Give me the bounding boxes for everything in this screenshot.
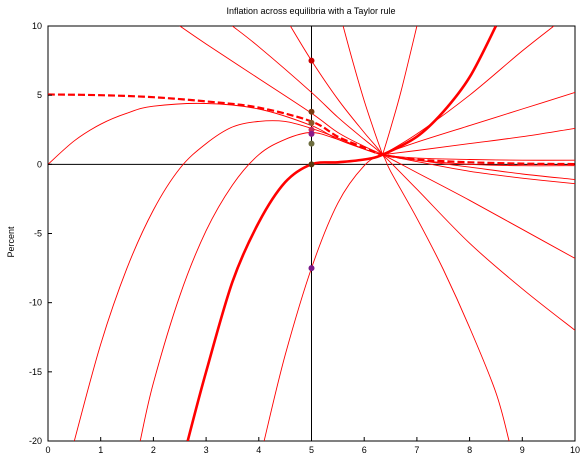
series-line-7 — [232, 26, 575, 331]
series-line-6 — [179, 26, 575, 259]
series-line-12 — [382, 127, 575, 156]
y-tick-label: 5 — [37, 90, 42, 100]
data-point-5 — [308, 140, 315, 147]
y-tick-label: -20 — [29, 436, 42, 446]
series-line-9 — [342, 26, 384, 155]
x-tick-label: 10 — [570, 445, 580, 455]
reference-lines — [48, 26, 575, 441]
y-tick-label: -5 — [34, 229, 42, 239]
data-point-7 — [308, 265, 315, 272]
x-tick-label: 8 — [467, 445, 472, 455]
x-tick-label: 2 — [151, 445, 156, 455]
x-tick-label: 4 — [256, 445, 261, 455]
y-axis: -20 -15 -10 -5 0 5 10 — [29, 21, 52, 446]
dots — [308, 57, 315, 272]
series-line-4 — [139, 132, 575, 441]
series-line-0 — [48, 93, 575, 166]
x-tick-label: 3 — [204, 445, 209, 455]
series-line-13 — [382, 154, 575, 181]
y-tick-label: 10 — [32, 21, 42, 31]
y-tick-label: -10 — [29, 298, 42, 308]
y-tick-label: 0 — [37, 159, 42, 169]
x-tick-label: 7 — [414, 445, 419, 455]
data-point-2 — [308, 119, 315, 126]
chart-title: Inflation across equilibria with a Taylo… — [227, 6, 396, 16]
x-tick-label: 6 — [362, 445, 367, 455]
curves — [48, 26, 575, 441]
x-tick-label: 5 — [309, 445, 314, 455]
series-line-5 — [263, 91, 575, 441]
series-line-1 — [186, 26, 498, 441]
x-tick-label: 9 — [520, 445, 525, 455]
data-point-0 — [308, 57, 315, 64]
x-axis: 0 1 2 3 4 5 6 7 8 9 10 — [45, 437, 580, 455]
series-line-11 — [382, 26, 555, 156]
data-point-6 — [308, 161, 315, 168]
x-tick-label: 0 — [45, 445, 50, 455]
series-line-8 — [290, 26, 510, 441]
y-axis-label: Percent — [6, 226, 16, 258]
data-point-4 — [308, 130, 315, 137]
data-point-3 — [308, 126, 315, 133]
data-point-1 — [308, 108, 315, 115]
y-tick-label: -15 — [29, 367, 42, 377]
x-tick-label: 1 — [98, 445, 103, 455]
series-line-10 — [382, 26, 418, 155]
series-line-3 — [73, 120, 575, 441]
